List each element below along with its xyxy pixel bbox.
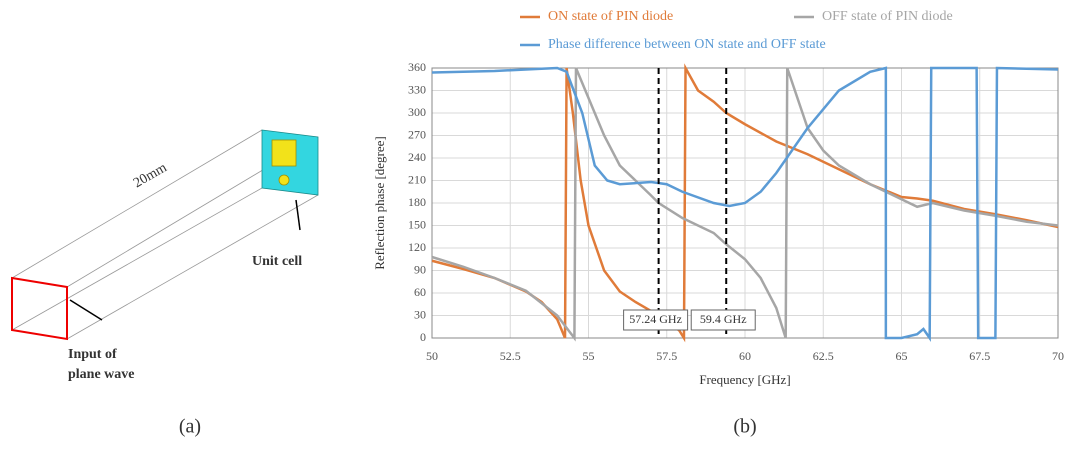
legend-label: Phase difference between ON state and OF…	[548, 37, 826, 52]
input-label: Input of	[68, 347, 117, 362]
legend-label: OFF state of PIN diode	[822, 9, 953, 24]
x-tick-label: 50	[426, 349, 438, 363]
unit-cell-label: Unit cell	[252, 254, 302, 269]
annotation-label: 59.4 GHz	[700, 312, 747, 326]
x-tick-label: 70	[1052, 349, 1064, 363]
y-tick-label: 120	[408, 240, 426, 254]
y-tick-label: 330	[408, 82, 426, 96]
y-tick-label: 30	[414, 307, 426, 321]
page: {"diagram": {"dimension": "20mm", "unit_…	[0, 0, 1069, 449]
legend-label: ON state of PIN diode	[548, 9, 673, 24]
figure: 20mm Unit cell Input of plane wave (a) (…	[0, 0, 1069, 444]
annotation-label: 57.24 GHz	[629, 312, 682, 326]
y-tick-label: 210	[408, 172, 426, 186]
unit-cell-diagram	[12, 130, 318, 339]
x-tick-label: 62.5	[813, 349, 834, 363]
x-tick-label: 52.5	[500, 349, 521, 363]
y-tick-label: 0	[420, 330, 426, 344]
x-tick-label: 65	[896, 349, 908, 363]
panel-label: (b)	[733, 416, 756, 438]
y-tick-label: 150	[408, 217, 426, 231]
input-label: plane wave	[68, 367, 135, 382]
y-tick-label: 60	[414, 285, 426, 299]
y-tick-label: 180	[408, 195, 426, 209]
y-tick-label: 90	[414, 262, 426, 276]
x-axis-title: Frequency [GHz]	[699, 372, 790, 387]
x-tick-label: 57.5	[656, 349, 677, 363]
x-tick-label: 55	[583, 349, 595, 363]
y-tick-label: 300	[408, 105, 426, 119]
x-tick-label: 67.5	[969, 349, 990, 363]
dimension-label: 20mm	[131, 160, 170, 191]
panel-label: (a)	[179, 416, 201, 438]
y-tick-label: 360	[408, 60, 426, 74]
y-tick-label: 270	[408, 127, 426, 141]
y-axis-title: Reflection phase [degree]	[372, 136, 387, 270]
y-tick-label: 240	[408, 150, 426, 164]
x-tick-label: 60	[739, 349, 751, 363]
